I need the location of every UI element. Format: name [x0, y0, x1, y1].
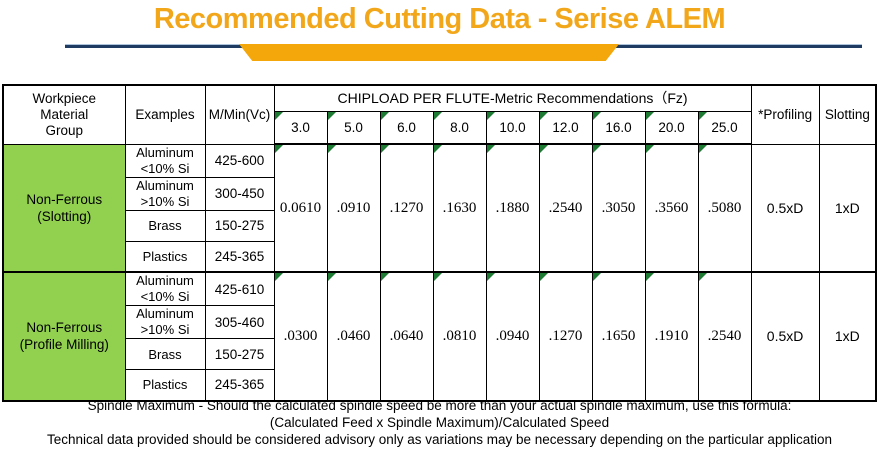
cell-corner-marker-icon	[540, 273, 548, 281]
chipload-cell: .0810	[432, 271, 487, 401]
example-cell: Brass	[124, 209, 206, 242]
cell-corner-marker-icon	[646, 112, 654, 120]
header-workpiece-material-group: Workpiece Material Group	[2, 84, 126, 145]
flute-diameter-header: 5.0	[326, 110, 381, 145]
cell-corner-marker-icon	[646, 273, 654, 281]
chipload-cell: .1630	[432, 143, 487, 273]
speed-cell: 245-365	[204, 369, 275, 401]
speed-cell: 300-450	[204, 176, 275, 211]
chipload-cell: .1910	[644, 271, 699, 401]
chipload-cell: .1270	[379, 143, 434, 273]
cell-corner-marker-icon	[434, 273, 442, 281]
page-title: Recommended Cutting Data - Serise ALEM	[153, 3, 726, 35]
flute-diameter-header: 16.0	[591, 110, 646, 145]
slotting-cell: 1xD	[818, 143, 877, 273]
group-name-cell: Non-Ferrous (Slotting)	[2, 143, 126, 273]
flute-diameter-header: 10.0	[485, 110, 540, 145]
flute-diameter-header: 6.0	[379, 110, 434, 145]
speed-cell: 150-275	[204, 338, 275, 370]
chipload-cell: .1650	[591, 271, 646, 401]
cell-corner-marker-icon	[381, 273, 389, 281]
cutting-data-table: Workpiece Material Group Examples M/Min(…	[2, 84, 878, 402]
example-cell: Brass	[124, 338, 206, 370]
cell-corner-marker-icon	[593, 145, 601, 153]
cell-corner-marker-icon	[328, 112, 336, 120]
chipload-cell: 0.0610	[273, 143, 328, 273]
footnotes: Spindle Maximum - Should the calculated …	[0, 397, 879, 448]
example-cell: Aluminum >10% Si	[124, 176, 206, 211]
chipload-cell: .0460	[326, 271, 381, 401]
chipload-cell: .2540	[697, 271, 752, 401]
chipload-cell: .1270	[538, 271, 593, 401]
cell-corner-marker-icon	[487, 112, 495, 120]
cell-corner-marker-icon	[275, 273, 283, 281]
header-chipload-per-flute: CHIPLOAD PER FLUTE-Metric Recommendation…	[273, 84, 752, 112]
cell-corner-marker-icon	[487, 145, 495, 153]
profiling-cell: 0.5xD	[750, 143, 820, 273]
cell-corner-marker-icon	[275, 145, 283, 153]
speed-cell: 150-275	[204, 209, 275, 242]
chipload-cell: .3050	[591, 143, 646, 273]
cell-corner-marker-icon	[593, 112, 601, 120]
cell-corner-marker-icon	[381, 112, 389, 120]
footnote-formula: (Calculated Feed x Spindle Maximum)/Calc…	[269, 415, 610, 430]
chipload-cell: .0940	[485, 271, 540, 401]
cell-corner-marker-icon	[540, 112, 548, 120]
cell-corner-marker-icon	[593, 273, 601, 281]
divider-accent-shape	[239, 44, 619, 61]
cell-corner-marker-icon	[381, 145, 389, 153]
flute-diameter-header: 8.0	[432, 110, 487, 145]
speed-cell: 305-460	[204, 305, 275, 339]
flute-diameter-header: 12.0	[538, 110, 593, 145]
header-profiling: *Profiling	[750, 84, 820, 145]
footnote-advisory: Technical data provided should be consid…	[47, 432, 832, 447]
profiling-cell: 0.5xD	[750, 271, 820, 401]
cell-corner-marker-icon	[540, 145, 548, 153]
cell-corner-marker-icon	[646, 145, 654, 153]
chipload-cell: .2540	[538, 143, 593, 273]
chipload-cell: .1880	[485, 143, 540, 273]
group-name-cell: Non-Ferrous (Profile Milling)	[2, 271, 126, 401]
chipload-cell: .0910	[326, 143, 381, 273]
cell-corner-marker-icon	[699, 112, 707, 120]
example-cell: Aluminum >10% Si	[124, 305, 206, 339]
chipload-cell: .0640	[379, 271, 434, 401]
slotting-cell: 1xD	[818, 271, 877, 401]
flute-diameter-header: 3.0	[273, 110, 328, 145]
chipload-cell: .5080	[697, 143, 752, 273]
cell-corner-marker-icon	[699, 273, 707, 281]
speed-cell: 425-600	[204, 143, 275, 178]
speed-cell: 425-610	[204, 271, 275, 306]
footnote-spindle-max: Spindle Maximum - Should the calculated …	[87, 398, 792, 413]
cell-corner-marker-icon	[275, 112, 283, 120]
cell-corner-marker-icon	[487, 273, 495, 281]
chipload-cell: .3560	[644, 143, 699, 273]
header-speed-mmin: M/Min(Vc)	[204, 84, 275, 145]
example-cell: Plastics	[124, 369, 206, 401]
header-examples: Examples	[124, 84, 206, 145]
header-slotting: Slotting	[818, 84, 877, 145]
cell-corner-marker-icon	[328, 273, 336, 281]
flute-diameter-header: 25.0	[697, 110, 752, 145]
chipload-cell: .0300	[273, 271, 328, 401]
cell-corner-marker-icon	[434, 112, 442, 120]
cell-corner-marker-icon	[699, 145, 707, 153]
flute-diameter-header: 20.0	[644, 110, 699, 145]
cell-corner-marker-icon	[434, 145, 442, 153]
example-cell: Plastics	[124, 240, 206, 273]
speed-cell: 245-365	[204, 240, 275, 273]
cell-corner-marker-icon	[328, 145, 336, 153]
example-cell: Aluminum <10% Si	[124, 143, 206, 178]
example-cell: Aluminum <10% Si	[124, 271, 206, 306]
